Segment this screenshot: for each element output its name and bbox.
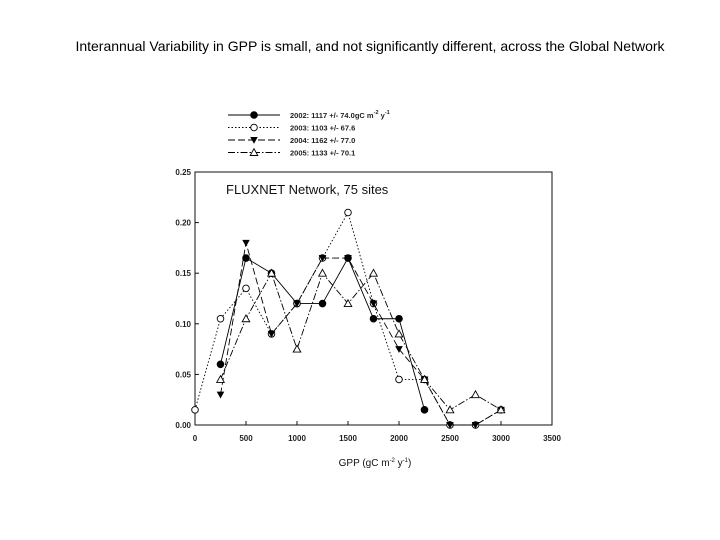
data-point-3-4	[317, 268, 328, 277]
y-tick-label: 0.05	[175, 370, 191, 379]
data-point-3-5	[343, 298, 353, 308]
series-line-1	[194, 211, 502, 426]
x-tick-label: 500	[239, 434, 253, 443]
data-point-3-10	[470, 389, 481, 399]
y-tick-label: 0.10	[175, 320, 191, 329]
plot-frame	[194, 171, 553, 426]
x-axis-label-mid: y	[395, 458, 403, 469]
series-line-3	[220, 272, 502, 411]
legend-label-3: 2005: 1133 +/- 70.1	[290, 149, 355, 158]
data-point-2-10	[471, 422, 480, 429]
data-point-3-2	[266, 268, 277, 277]
data-point-2-5	[344, 255, 352, 262]
legend-label-part: y	[379, 111, 386, 120]
data-point-0-1	[242, 254, 250, 262]
x-tick-label: 1500	[339, 434, 357, 443]
x-tick-label: 3000	[492, 434, 510, 443]
data-point-0-4	[318, 299, 327, 308]
data-point-3-0	[215, 374, 226, 383]
data-point-3-8	[419, 374, 430, 383]
x-tick-label: 2500	[441, 434, 459, 443]
axis-ticks: 0 500 1000 1500 2000 2500 3000 3500 0.00 0.05 0.10…	[175, 168, 561, 443]
data-point-0-7	[395, 314, 403, 323]
data-point-0-0	[216, 360, 225, 369]
x-tick-label: 1000	[288, 434, 306, 443]
data-point-1-0	[191, 406, 199, 414]
legend-entry-0: 2002: 1117 +/- 74.0gC m-2 y-1	[228, 110, 390, 120]
x-tick-label: 2000	[390, 434, 408, 443]
series-layer	[191, 208, 506, 429]
y-tick-label: 0.25	[175, 168, 191, 177]
legend-label-part: -1	[385, 110, 390, 116]
data-point-0-6	[369, 314, 378, 323]
x-tick-label: 0	[193, 434, 198, 443]
series-0	[216, 254, 429, 414]
data-point-2-2	[267, 330, 276, 338]
legend-marker-1	[250, 123, 258, 132]
data-point-2-4	[318, 255, 327, 262]
series-3	[215, 268, 506, 414]
series-line-0	[220, 256, 425, 410]
data-point-3-9	[445, 405, 455, 414]
x-axis-label-end: )	[408, 458, 411, 469]
y-tick-label: 0.15	[175, 269, 191, 278]
x-axis-label-main: GPP (gC m	[339, 458, 390, 469]
data-point-3-6	[368, 268, 379, 277]
legend-label-part: -2	[374, 110, 379, 116]
y-tick-label: 0.20	[175, 219, 191, 228]
x-axis-label-sup1: -2	[390, 458, 396, 464]
slide-title: Interannual Variability in GPP is small,…	[75, 38, 665, 54]
legend-label-part: 2005: 1133 +/- 70.1	[290, 149, 355, 158]
data-point-2-1	[242, 239, 250, 247]
data-point-1-6	[344, 208, 352, 217]
series-line-2	[220, 242, 502, 426]
data-point-2-9	[446, 422, 454, 429]
legend-marker-3	[249, 147, 259, 156]
data-point-2-0	[216, 391, 225, 399]
x-tick-label: 3500	[543, 434, 561, 443]
legend-marker-2	[250, 137, 258, 144]
legend-label-part: 2004: 1162 +/- 77.0	[290, 136, 355, 145]
data-point-3-11	[496, 405, 506, 414]
y-tick-label: 0.00	[175, 421, 191, 430]
legend-label-1: 2003: 1103 +/- 67.6	[290, 124, 355, 133]
data-point-2-3	[293, 300, 301, 308]
x-axis-label-sup2: -1	[403, 458, 409, 464]
legend-entry-2: 2004: 1162 +/- 77.0	[228, 136, 355, 145]
legend-marker-0	[250, 111, 258, 119]
data-point-3-7	[394, 329, 404, 338]
legend: 2002: 1117 +/- 74.0gC m-2 y-1 2003: 1103 …	[228, 110, 390, 158]
data-point-2-6	[369, 300, 378, 308]
legend-label-part: 2002: 1117 +/- 74.0gC m	[290, 111, 374, 120]
data-point-3-1	[241, 314, 251, 323]
chart-annotation: FLUXNET Network, 75 sites	[226, 182, 389, 197]
legend-entry-3: 2005: 1133 +/- 70.1	[228, 147, 355, 158]
legend-label-0: 2002: 1117 +/- 74.0gC m-2 y-1	[290, 110, 390, 120]
legend-label-part: 2003: 1103 +/- 67.6	[290, 124, 355, 133]
legend-entry-1: 2003: 1103 +/- 67.6	[228, 124, 355, 133]
data-point-1-1	[216, 314, 225, 323]
series-2	[216, 239, 505, 429]
x-axis-label: GPP (gC m-2 y-1)	[339, 458, 412, 469]
data-point-3-3	[292, 344, 302, 353]
legend-label-2: 2004: 1162 +/- 77.0	[290, 136, 355, 145]
data-point-2-7	[395, 346, 403, 353]
data-point-1-2	[242, 284, 250, 293]
series-1	[191, 208, 505, 429]
data-point-0-8	[420, 406, 429, 414]
data-point-1-8	[395, 375, 403, 384]
